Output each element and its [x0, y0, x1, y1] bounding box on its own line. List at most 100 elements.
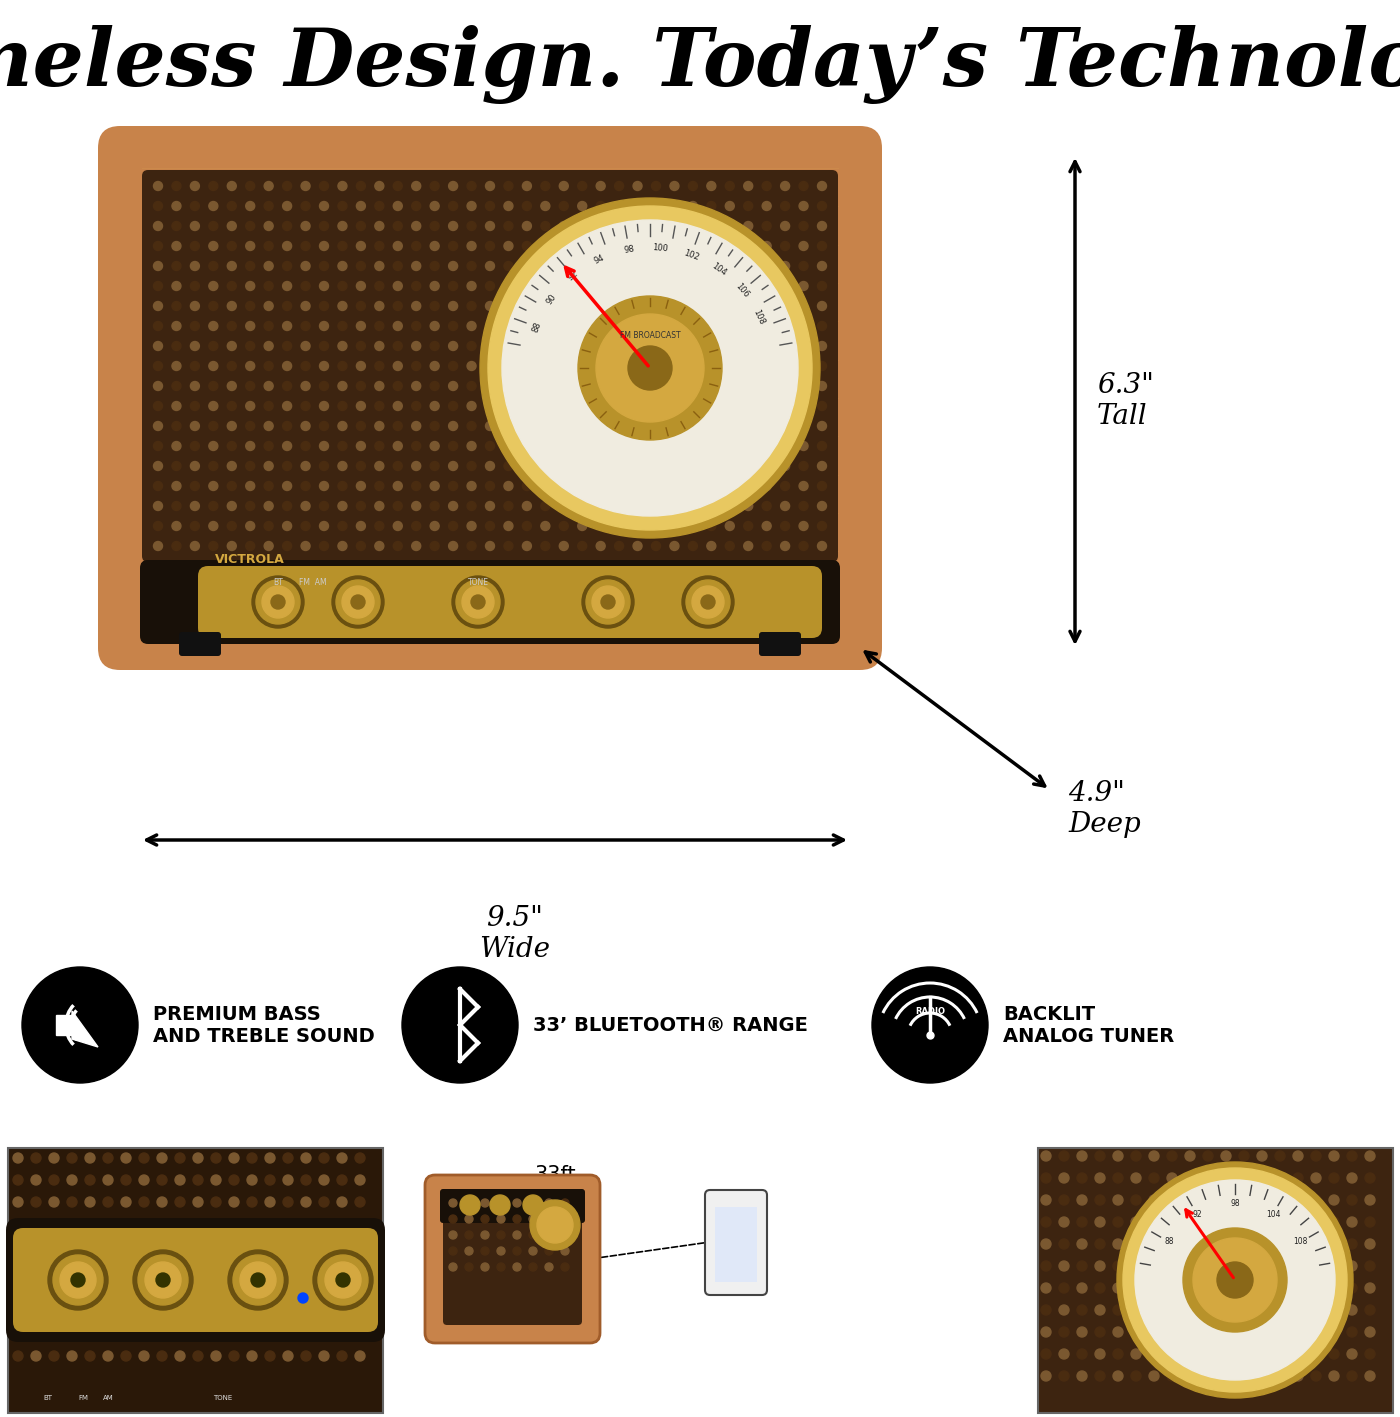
Circle shape	[265, 502, 273, 510]
Text: 9.5"
Wide: 9.5" Wide	[479, 905, 550, 964]
Circle shape	[818, 181, 826, 190]
Circle shape	[157, 1219, 167, 1229]
Circle shape	[1347, 1217, 1357, 1227]
Circle shape	[31, 1285, 41, 1295]
Circle shape	[319, 341, 329, 350]
Circle shape	[71, 1272, 85, 1287]
Circle shape	[430, 282, 440, 290]
Circle shape	[190, 482, 199, 490]
Circle shape	[1365, 1282, 1375, 1292]
Circle shape	[301, 1350, 311, 1360]
Circle shape	[448, 221, 458, 231]
Circle shape	[375, 302, 384, 310]
Circle shape	[671, 221, 679, 231]
Circle shape	[157, 1197, 167, 1207]
Circle shape	[465, 1199, 473, 1207]
Circle shape	[540, 502, 550, 510]
Circle shape	[252, 575, 304, 628]
Circle shape	[504, 541, 512, 550]
Circle shape	[596, 221, 605, 231]
Circle shape	[412, 401, 421, 411]
Circle shape	[578, 421, 587, 431]
Circle shape	[265, 181, 273, 190]
Circle shape	[227, 361, 237, 370]
Circle shape	[725, 502, 734, 510]
Circle shape	[448, 181, 458, 190]
Circle shape	[319, 1153, 329, 1163]
Circle shape	[1184, 1326, 1196, 1338]
Circle shape	[342, 587, 374, 618]
Circle shape	[540, 201, 550, 211]
Circle shape	[497, 1214, 505, 1223]
Circle shape	[1203, 1261, 1212, 1271]
Circle shape	[230, 1329, 239, 1339]
Circle shape	[818, 541, 826, 550]
Circle shape	[1257, 1305, 1267, 1315]
Circle shape	[578, 521, 587, 530]
Circle shape	[468, 241, 476, 251]
Circle shape	[725, 482, 734, 490]
Circle shape	[246, 361, 255, 370]
Circle shape	[762, 421, 771, 431]
Circle shape	[1042, 1173, 1051, 1183]
Circle shape	[651, 221, 661, 231]
Circle shape	[582, 575, 634, 628]
Circle shape	[298, 1292, 308, 1304]
Circle shape	[104, 1219, 113, 1229]
Circle shape	[239, 1263, 276, 1298]
Circle shape	[246, 502, 255, 510]
Circle shape	[85, 1350, 95, 1360]
Circle shape	[762, 381, 771, 391]
Circle shape	[301, 502, 309, 510]
Circle shape	[651, 302, 661, 310]
Circle shape	[486, 421, 494, 431]
Circle shape	[689, 201, 697, 211]
Circle shape	[689, 341, 697, 350]
Circle shape	[1347, 1305, 1357, 1315]
Circle shape	[692, 587, 724, 618]
Circle shape	[1095, 1195, 1105, 1204]
Circle shape	[529, 1214, 538, 1223]
Circle shape	[1168, 1326, 1177, 1338]
Circle shape	[468, 462, 476, 470]
Circle shape	[671, 462, 679, 470]
Circle shape	[356, 1329, 365, 1339]
Circle shape	[301, 521, 309, 530]
Circle shape	[193, 1241, 203, 1251]
Circle shape	[319, 1285, 329, 1295]
Circle shape	[246, 521, 255, 530]
Circle shape	[246, 442, 255, 451]
Circle shape	[633, 462, 643, 470]
Circle shape	[133, 1250, 193, 1309]
Circle shape	[762, 462, 771, 470]
Circle shape	[1184, 1173, 1196, 1183]
Circle shape	[1113, 1217, 1123, 1227]
Circle shape	[375, 221, 384, 231]
Circle shape	[504, 262, 512, 271]
FancyBboxPatch shape	[140, 560, 840, 643]
Circle shape	[448, 541, 458, 550]
Circle shape	[486, 262, 494, 271]
Circle shape	[1077, 1173, 1086, 1183]
Circle shape	[393, 421, 402, 431]
Circle shape	[1329, 1305, 1338, 1315]
Circle shape	[85, 1241, 95, 1251]
Circle shape	[104, 1329, 113, 1339]
Circle shape	[31, 1306, 41, 1316]
Circle shape	[246, 1306, 258, 1316]
Circle shape	[356, 1241, 365, 1251]
Circle shape	[357, 361, 365, 370]
Circle shape	[13, 1306, 22, 1316]
Circle shape	[497, 1199, 505, 1207]
Circle shape	[209, 462, 218, 470]
Circle shape	[190, 341, 199, 350]
Circle shape	[337, 1241, 347, 1251]
Circle shape	[337, 361, 347, 370]
Circle shape	[154, 322, 162, 330]
Circle shape	[799, 221, 808, 231]
Circle shape	[265, 521, 273, 530]
Circle shape	[209, 201, 218, 211]
Circle shape	[375, 322, 384, 330]
Circle shape	[1149, 1195, 1159, 1204]
Circle shape	[1257, 1195, 1267, 1204]
